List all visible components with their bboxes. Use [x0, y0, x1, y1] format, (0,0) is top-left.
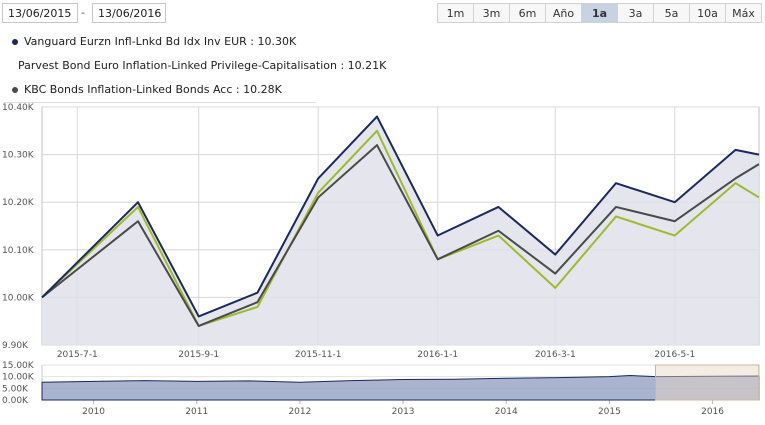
navigator-x-tick-label: 2011: [185, 407, 208, 417]
legend-marker-vanguard: [12, 39, 18, 45]
chart-legend: Vanguard Eurzn Infl-Lnkd Bd Idx Inv EUR …: [4, 30, 386, 103]
range-button-5y[interactable]: 5a: [653, 3, 690, 23]
date-to-input[interactable]: 13/06/2016: [92, 3, 166, 23]
y-tick-label: 10.20K: [2, 198, 35, 208]
legend-label-parvest: Parvest Bond Euro Inflation-Linked Privi…: [18, 59, 387, 72]
y-tick-label: 10.40K: [2, 103, 35, 113]
series-line-kbc: [41, 144, 760, 327]
navigator-x-tick-label: 2016: [701, 407, 724, 417]
range-button-10y[interactable]: 10a: [689, 3, 726, 23]
navigator-y-tick-label: 5.00K: [2, 384, 29, 394]
y-tick-label: 10.10K: [2, 246, 35, 256]
navigator-x-tick-label: 2012: [288, 407, 311, 417]
navigator-y-tick-label: 0.00K: [2, 396, 29, 406]
range-button-max[interactable]: Máx: [725, 3, 762, 23]
x-tick-label: 2016-3-1: [535, 350, 576, 360]
x-tick-label: 2015-7-1: [57, 350, 98, 360]
navigator-x-tick-label: 2013: [392, 407, 415, 417]
navigator-x-tick-label: 2014: [495, 407, 518, 417]
legend-label-vanguard: Vanguard Eurzn Infl-Lnkd Bd Idx Inv EUR …: [24, 35, 297, 48]
range-button-ytd[interactable]: Año: [545, 3, 582, 23]
range-button-3y[interactable]: 3a: [617, 3, 654, 23]
range-button-1m[interactable]: 1m: [437, 3, 474, 23]
y-tick-label: 9.90K: [2, 341, 29, 351]
x-tick-label: 2016-5-1: [654, 350, 695, 360]
range-button-6m[interactable]: 6m: [509, 3, 546, 23]
legend-marker-kbc: [12, 87, 18, 93]
x-tick-label: 2015-11-1: [295, 350, 342, 360]
legend-label-kbc: KBC Bonds Inflation-Linked Bonds Acc : 1…: [24, 83, 282, 96]
navigator-y-tick-label: 15.00K: [2, 361, 35, 371]
navigator-y-tick-label: 10.00K: [2, 373, 35, 383]
date-from-input[interactable]: 13/06/2015: [2, 3, 78, 23]
legend-item-kbc[interactable]: KBC Bonds Inflation-Linked Bonds Acc : 1…: [4, 78, 316, 102]
x-tick-label: 2016-1-1: [417, 350, 458, 360]
y-tick-label: 10.30K: [2, 151, 35, 161]
legend-item-vanguard[interactable]: Vanguard Eurzn Infl-Lnkd Bd Idx Inv EUR …: [4, 30, 316, 54]
date-range-separator: -: [81, 6, 85, 19]
x-tick-label: 2015-9-1: [178, 350, 219, 360]
series-area-vanguard: [42, 116, 759, 346]
navigator-selection-window: [654, 364, 760, 401]
series-line-vanguard: [41, 115, 760, 318]
navigator-x-tick-label: 2010: [82, 407, 105, 417]
y-tick-label: 10.00K: [2, 293, 35, 303]
navigator-series-area: [41, 374, 760, 401]
legend-item-parvest[interactable]: Parvest Bond Euro Inflation-Linked Privi…: [4, 54, 386, 78]
navigator-x-tick-label: 2015: [598, 407, 621, 417]
range-selector: 1m 3m 6m Año 1a 3a 5a 10a Máx: [437, 3, 762, 23]
